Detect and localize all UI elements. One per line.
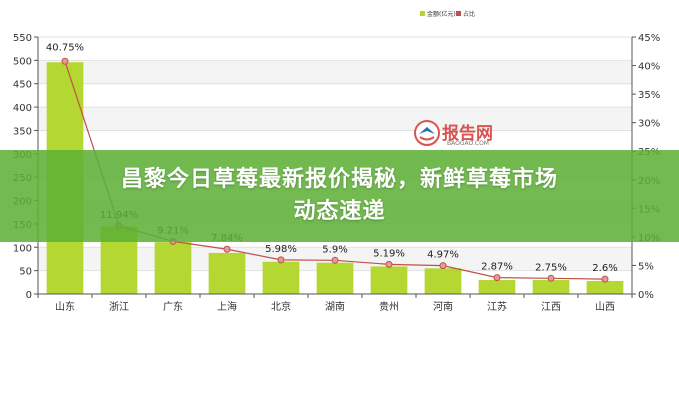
legend: 金额(亿元) 占比 — [420, 10, 475, 18]
y-tick-label: 100 — [13, 243, 32, 254]
bar-河南 — [424, 268, 462, 294]
share-point-河南 — [439, 262, 447, 270]
headline-line-1: 昌黎今日草莓最新报价揭秘，新鲜草莓市场 — [120, 167, 558, 192]
grid-band — [38, 107, 632, 131]
legend-label-bar: 金额(亿元) — [427, 10, 456, 18]
share-point-江苏 — [493, 274, 501, 282]
y-tick-label: 550 — [13, 33, 32, 44]
share-label-河南: 4.97% — [427, 250, 459, 261]
share-label-贵州: 5.19% — [373, 248, 405, 259]
logo-icon — [414, 120, 440, 146]
bar-江苏 — [478, 279, 516, 294]
grid-band — [38, 60, 632, 84]
headline-line-2: 动态速递 — [293, 199, 386, 224]
bar-上海 — [208, 252, 246, 294]
x-tick-label-北京: 北京 — [271, 300, 291, 313]
share-point-上海 — [223, 245, 231, 253]
y2-tick-label: 5% — [638, 261, 654, 272]
bar-山西 — [586, 280, 624, 294]
bar-广东 — [154, 242, 192, 294]
bar-北京 — [262, 261, 300, 294]
headline-banner: 昌黎今日草莓最新报价揭秘，新鲜草莓市场 动态速递 — [0, 150, 679, 242]
share-label-江西: 2.75% — [535, 262, 567, 273]
share-point-山东 — [61, 57, 69, 65]
x-tick-label-浙江: 浙江 — [109, 301, 129, 313]
bar-江西 — [532, 279, 570, 294]
y2-tick-label: 40% — [638, 62, 660, 73]
x-tick-label-上海: 上海 — [217, 300, 237, 313]
legend-label-line: 占比 — [463, 10, 475, 18]
y-tick-label: 50 — [19, 267, 32, 278]
y-tick-label: 500 — [13, 56, 32, 67]
x-tick-label-江苏: 江苏 — [487, 300, 507, 313]
y2-tick-label: 0% — [638, 290, 654, 301]
share-point-湖南 — [331, 256, 339, 264]
share-point-山西 — [601, 275, 609, 283]
share-point-北京 — [277, 256, 285, 264]
share-point-江西 — [547, 274, 555, 282]
y-tick-label: 0 — [26, 290, 32, 301]
axes: 0501001502002503003504004505005500%5%10%… — [13, 33, 660, 313]
x-tick-label-山西: 山西 — [595, 301, 615, 313]
x-tick-label-贵州: 贵州 — [379, 300, 399, 313]
share-label-北京: 5.98% — [265, 244, 297, 255]
legend-swatch-bar — [420, 11, 425, 16]
y-tick-label: 450 — [13, 80, 32, 91]
legend-swatch-line — [456, 11, 461, 16]
logo-sub: BAOGAO.COM — [447, 140, 489, 147]
x-tick-label-江西: 江西 — [541, 301, 561, 313]
y-tick-label: 350 — [13, 126, 32, 137]
bar-湖南 — [316, 262, 354, 294]
share-label-山西: 2.6% — [592, 263, 617, 274]
logo-brand: 报告网 — [442, 124, 493, 144]
x-tick-label-湖南: 湖南 — [325, 300, 345, 313]
y2-tick-label: 35% — [638, 90, 660, 101]
x-tick-label-河南: 河南 — [433, 300, 453, 313]
y-tick-label: 400 — [13, 103, 32, 114]
share-label-江苏: 2.87% — [481, 262, 513, 273]
y2-tick-label: 30% — [638, 119, 660, 130]
bar-贵州 — [370, 266, 408, 294]
y2-tick-label: 45% — [638, 33, 660, 44]
x-tick-label-广东: 广东 — [163, 300, 183, 313]
share-point-贵州 — [385, 260, 393, 268]
x-tick-label-山东: 山东 — [55, 300, 75, 313]
share-label-山东: 40.75% — [46, 42, 84, 53]
share-label-湖南: 5.9% — [322, 244, 347, 255]
watermark-logo: 报告网 BAOGAO.COM — [414, 118, 504, 152]
